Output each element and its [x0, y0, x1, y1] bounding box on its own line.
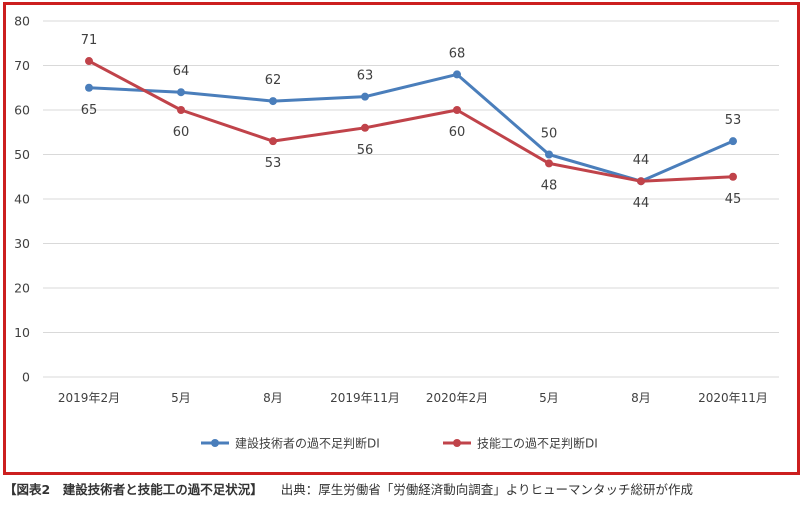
data-point [85, 83, 93, 92]
series-line [88, 59, 734, 183]
data-point [545, 159, 553, 168]
x-tick-label: 2019年2月 [58, 391, 120, 405]
data-point [545, 150, 553, 159]
data-point [453, 106, 461, 114]
data-label: 64 [173, 64, 190, 79]
data-label: 71 [81, 33, 98, 48]
caption-source: 出典：厚生労働省「労働経済動向調査」よりヒューマンタッチ総研が作成 [280, 482, 693, 497]
chart-frame: 0 10 20 30 40 50 60 70 80 2019年2月 5月 8月 2019年11月 2020… [3, 2, 800, 475]
y-tick-label: 40 [14, 192, 30, 207]
legend-marker [453, 439, 461, 447]
x-tick-label: 8月 [631, 391, 651, 405]
y-tick-label: 60 [14, 103, 30, 118]
data-point [177, 88, 185, 97]
legend-label: 技能工の過不足判断DI [477, 436, 598, 451]
data-label: 53 [725, 113, 742, 128]
data-point [729, 137, 737, 146]
data-point [361, 123, 369, 132]
y-tick-label: 80 [14, 14, 30, 29]
y-tick-label: 10 [14, 325, 30, 340]
data-label: 56 [357, 143, 374, 158]
legend-label: 建設技術者の過不足判断DI [235, 436, 380, 451]
data-label: 45 [725, 192, 742, 207]
caption-title: 【図表2 建設技術者と技能工の過不足状況】 [4, 482, 263, 497]
data-point [637, 177, 645, 186]
x-tick-label: 5月 [539, 391, 559, 405]
data-point [85, 57, 93, 66]
data-label: 50 [541, 127, 558, 142]
y-tick-label: 30 [14, 236, 30, 251]
data-label: 62 [265, 73, 282, 88]
data-label: 63 [357, 69, 374, 84]
y-tick-label: 20 [14, 281, 30, 296]
data-point [269, 97, 277, 106]
data-label: 48 [541, 178, 558, 193]
data-point [361, 92, 369, 101]
data-label: 68 [449, 46, 466, 61]
data-label: 65 [81, 103, 98, 118]
data-label: 44 [633, 196, 650, 211]
data-label: 60 [173, 125, 190, 140]
data-point [453, 70, 461, 79]
y-tick-label: 0 [22, 370, 30, 385]
data-point [177, 106, 185, 114]
x-tick-label: 2019年11月 [330, 391, 400, 405]
x-tick-label: 2020年11月 [698, 391, 768, 405]
data-point [269, 137, 277, 146]
x-tick-label: 2020年2月 [426, 391, 488, 405]
data-label: 44 [633, 153, 650, 168]
x-tick-label: 8月 [263, 391, 283, 405]
x-tick-label: 5月 [171, 391, 191, 405]
figure-caption: 【図表2 建設技術者と技能工の過不足状況】 出典：厚生労働省「労働経済動向調査」よ… [4, 479, 800, 500]
legend-marker [211, 439, 219, 447]
y-tick-label: 70 [14, 58, 30, 73]
data-point [729, 172, 737, 181]
data-label: 53 [265, 156, 282, 171]
y-tick-label: 50 [14, 147, 30, 162]
line-chart: 0 10 20 30 40 50 60 70 80 2019年2月 5月 8月 2019年11月 2020… [14, 14, 779, 451]
data-label: 60 [449, 125, 466, 140]
